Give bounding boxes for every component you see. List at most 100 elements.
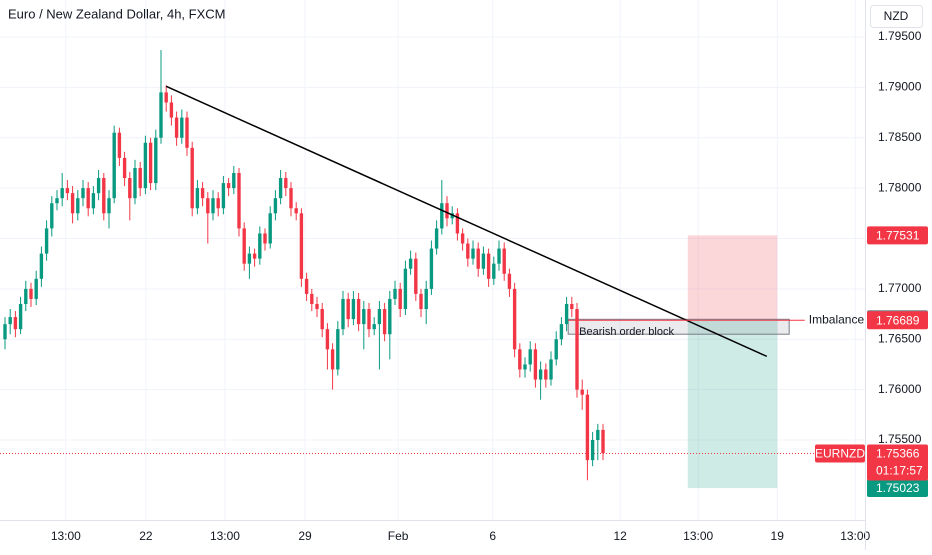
- countdown: 01:17:57: [876, 464, 923, 478]
- candle-body: [580, 389, 584, 395]
- candle-body: [460, 233, 465, 244]
- candle-body: [497, 248, 501, 264]
- candle-body: [232, 172, 236, 189]
- candle-body: [50, 203, 54, 229]
- y-tick-label: 1.79000: [878, 80, 922, 94]
- candle-body: [174, 117, 179, 138]
- candle-body: [419, 293, 423, 310]
- candle-body: [8, 317, 12, 325]
- candle-body: [195, 188, 200, 209]
- candle-body: [81, 188, 85, 199]
- candle-body: [356, 298, 361, 325]
- candle-body: [284, 178, 288, 189]
- order-block-label: Bearish order block: [579, 326, 674, 338]
- symbol-tag: [815, 444, 865, 463]
- x-tick-label: 29: [298, 529, 312, 543]
- candle-body: [559, 324, 564, 340]
- candle-body: [434, 228, 439, 249]
- target-zone: [687, 320, 778, 489]
- currency-button[interactable]: [870, 5, 923, 28]
- candle-body: [315, 303, 319, 310]
- candle-body: [325, 329, 330, 350]
- candle-body: [29, 288, 33, 299]
- candle-body: [424, 288, 428, 310]
- candle-body: [481, 253, 486, 269]
- candle-body: [242, 228, 246, 264]
- candle-body: [414, 258, 418, 294]
- y-tick-label: 1.77000: [878, 281, 922, 295]
- candle-body: [351, 298, 356, 320]
- y-tick-label: 1.75500: [878, 432, 922, 446]
- candle-body: [128, 178, 132, 199]
- price-tag-label: 1.77531: [876, 229, 920, 243]
- candle-body: [544, 369, 548, 380]
- candle-body: [133, 167, 137, 199]
- candle-body: [585, 394, 590, 461]
- imbalance-label: Imbalance: [809, 312, 865, 326]
- candle-body: [575, 309, 579, 390]
- candle-body: [60, 188, 64, 199]
- candle-body: [471, 248, 475, 259]
- candle-body: [336, 329, 340, 370]
- candle-body: [96, 178, 101, 194]
- candle-body: [112, 132, 116, 199]
- candle-body: [91, 193, 96, 209]
- y-tick-label: 1.76500: [878, 331, 922, 345]
- candle-body: [211, 198, 215, 214]
- x-tick-label: 22: [139, 529, 153, 543]
- candle-body: [237, 172, 241, 229]
- x-tick-label: 6: [489, 529, 496, 543]
- candle-body: [393, 288, 397, 299]
- chart-title: Euro / New Zealand Dollar, 4h, FXCM: [8, 6, 225, 21]
- x-tick-label: 13:00: [51, 529, 81, 543]
- candle-body: [107, 198, 111, 214]
- candle-body: [122, 157, 127, 179]
- candle-body: [310, 293, 314, 304]
- candle-body: [523, 364, 527, 370]
- candle-body: [190, 147, 194, 209]
- candle-body: [65, 188, 70, 194]
- candle-body: [3, 324, 7, 340]
- candle-body: [76, 198, 80, 214]
- y-tick-label: 1.78500: [878, 130, 922, 144]
- candle-body: [24, 288, 28, 304]
- stop-zone: [687, 235, 778, 321]
- candle-body: [263, 233, 267, 244]
- candle-body: [138, 167, 142, 189]
- currency[interactable]: NZD: [884, 9, 909, 23]
- candle-body: [554, 339, 558, 360]
- candle-body: [13, 317, 18, 330]
- trendline: [165, 85, 768, 358]
- candle-body: [289, 188, 293, 209]
- candle-body: [518, 349, 522, 370]
- candle-body: [533, 349, 538, 380]
- x-tick-label: 19: [771, 529, 785, 543]
- candle-body: [278, 178, 283, 199]
- candle-body: [429, 248, 434, 289]
- candle-body: [226, 183, 231, 189]
- candle-body: [455, 213, 460, 234]
- candle-body: [341, 298, 345, 330]
- candle-body: [273, 198, 278, 214]
- candle-body: [450, 213, 454, 219]
- candle-body: [117, 132, 122, 158]
- x-tick-label: 12: [613, 529, 627, 543]
- candle-body: [564, 303, 569, 325]
- symbol-label: EURNZD: [815, 447, 865, 461]
- candle-body: [154, 137, 158, 184]
- x-tick-label: 13:00: [840, 529, 870, 543]
- candle-body: [200, 188, 205, 199]
- candle-body: [372, 324, 376, 330]
- candle-body: [388, 298, 392, 335]
- candle-body: [169, 102, 174, 118]
- candle-body: [258, 233, 262, 259]
- y-tick-label: 1.78000: [878, 180, 922, 194]
- candle-body: [148, 142, 153, 184]
- candle-body: [102, 178, 106, 214]
- candle-body: [55, 198, 59, 204]
- candle-body: [601, 429, 605, 454]
- candle-body: [18, 303, 23, 330]
- candle-body: [164, 92, 168, 103]
